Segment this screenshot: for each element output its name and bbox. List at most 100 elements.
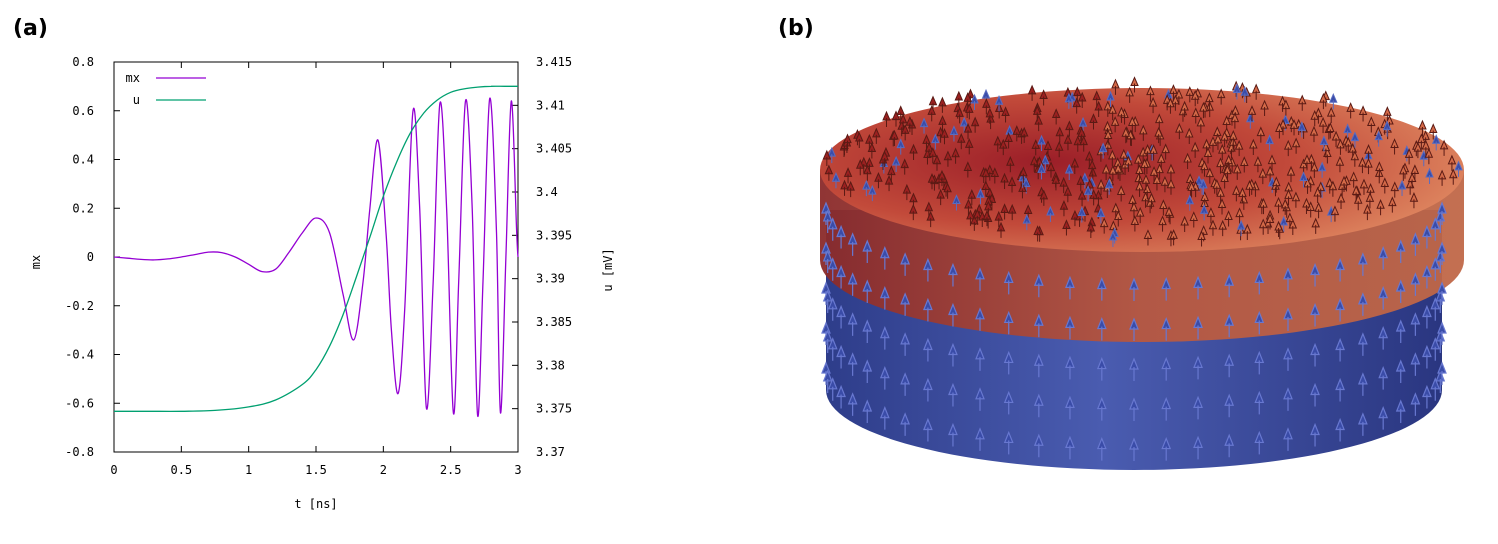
- spin-arrow-top: [1232, 163, 1242, 180]
- spin-arrow-top: [1130, 215, 1140, 232]
- spin-arrow-side: [923, 257, 933, 282]
- spin-arrow-top: [1108, 103, 1117, 121]
- spin-arrow-side: [1422, 344, 1432, 369]
- spin-arrow-top: [1236, 219, 1246, 237]
- spin-arrow-side: [862, 239, 873, 263]
- spin-arrow-top: [1317, 161, 1327, 178]
- spin-arrow-top: [1418, 119, 1427, 136]
- spin-arrow-top: [1259, 197, 1268, 215]
- spin-arrow-top: [1076, 175, 1086, 192]
- spin-arrow-top: [1032, 105, 1042, 122]
- spin-arrow-top: [985, 107, 995, 124]
- spin-arrow-side: [1096, 436, 1107, 461]
- spin-arrow-top: [1000, 172, 1009, 189]
- spin-arrow-top: [954, 90, 964, 107]
- spin-arrow-top: [1280, 198, 1290, 215]
- spin-arrow-top: [1218, 219, 1227, 237]
- spin-arrow-top: [963, 161, 973, 178]
- spin-arrow-top: [963, 122, 973, 140]
- spin-arrow-top: [1328, 180, 1338, 197]
- spin-arrow-side: [1410, 272, 1421, 296]
- spin-arrow-top: [1128, 116, 1137, 133]
- spin-arrow-side: [1065, 435, 1075, 460]
- spin-arrow-top: [1039, 189, 1049, 206]
- spin-arrow-top: [1080, 172, 1090, 189]
- spin-arrow-top: [1289, 119, 1299, 136]
- spin-arrow-side: [1096, 276, 1107, 301]
- spin-arrow-top: [1374, 130, 1383, 147]
- y2-tick-label: 3.38: [536, 358, 565, 372]
- tick-layer: 0 0.5 1 1.5 2 2.5 3 0.8 0.6 0.4 0.2 0 -0.2 -0.4 -0.6 -0…: [65, 55, 572, 477]
- spin-arrow-side: [1358, 252, 1368, 276]
- spin-arrow-top: [931, 133, 940, 150]
- legend: mx u: [126, 71, 206, 107]
- spin-arrow-side: [923, 377, 933, 402]
- spin-arrow-top: [919, 117, 929, 134]
- spin-arrow-top: [1063, 185, 1073, 203]
- x-tick-label: 2: [380, 463, 387, 477]
- spin-arrow-top: [1330, 205, 1340, 222]
- y-axis-title: mx: [29, 255, 43, 269]
- spin-arrow-side: [948, 422, 958, 447]
- spin-arrow-top: [1077, 189, 1087, 207]
- spin-arrow-top: [970, 214, 979, 231]
- spin-arrow-side: [1003, 390, 1014, 415]
- spin-arrow-top: [1265, 213, 1275, 230]
- spin-arrow-top: [1307, 153, 1316, 171]
- spin-arrow-top: [1288, 218, 1298, 236]
- spin-arrow-top: [964, 138, 974, 155]
- spin-arrow-side: [847, 392, 858, 416]
- spin-arrow-top: [1104, 178, 1114, 195]
- spin-arrow-side: [1335, 417, 1345, 442]
- spin-arrow-side: [822, 329, 833, 353]
- spin-arrow-top: [1319, 92, 1328, 110]
- spin-arrow-top: [1073, 86, 1082, 103]
- spin-arrow-top: [1149, 144, 1158, 161]
- spin-arrow-side: [836, 224, 846, 249]
- spin-arrow-top: [1103, 139, 1113, 156]
- spin-arrow-side: [1430, 257, 1441, 281]
- spin-arrow-side: [1161, 276, 1172, 301]
- spin-arrow-top: [984, 200, 993, 217]
- spin-arrow-top: [1224, 210, 1233, 227]
- spin-arrow-top: [900, 124, 910, 141]
- spin-arrow-top: [973, 208, 982, 225]
- spin-arrow-top: [1425, 167, 1434, 184]
- spin-arrow-top: [1235, 207, 1244, 224]
- spin-arrow-top: [898, 113, 908, 130]
- spin-arrow-top: [1180, 100, 1189, 118]
- spin-arrow-top: [909, 143, 918, 161]
- spin-arrow-top: [1216, 186, 1225, 204]
- spin-arrow-top: [1397, 179, 1407, 196]
- spin-arrow-top: [1046, 161, 1056, 178]
- spin-arrow-side: [822, 289, 833, 313]
- y-tick-label: -0.6: [65, 396, 94, 410]
- y2-tick-label: 3.395: [536, 228, 572, 242]
- spin-arrow-top: [1103, 129, 1113, 146]
- spin-arrow-side: [1033, 353, 1044, 378]
- spin-arrow-top: [1229, 129, 1238, 147]
- spin-arrow-top: [1063, 133, 1073, 151]
- spin-arrow-top: [1302, 154, 1312, 171]
- spin-arrow-top: [1274, 220, 1283, 238]
- spin-arrow-top: [1117, 106, 1126, 123]
- spin-arrow-top: [863, 164, 872, 181]
- spin-arrow-top: [1037, 134, 1046, 151]
- spin-arrow-top: [1129, 201, 1139, 218]
- y2-tick-label: 3.4: [536, 185, 558, 199]
- spin-arrow-side: [1378, 406, 1389, 430]
- spin-arrow-side: [822, 209, 833, 233]
- spin-arrow-top: [1019, 166, 1028, 183]
- spin-arrow-top: [1216, 157, 1225, 174]
- spin-arrow-top: [1313, 186, 1322, 204]
- spin-arrow-top: [1098, 142, 1108, 159]
- spin-arrow-side: [1224, 273, 1235, 298]
- spin-arrow-top: [1284, 189, 1293, 206]
- spin-arrow-top: [1039, 89, 1048, 106]
- spin-arrow-side: [1310, 422, 1320, 447]
- spin-arrow-top: [1249, 138, 1258, 156]
- spin-arrow-side: [1224, 393, 1235, 418]
- spin-arrow-top: [1260, 99, 1269, 116]
- spin-arrow-top: [1135, 164, 1144, 181]
- spin-arrow-top: [1087, 159, 1097, 176]
